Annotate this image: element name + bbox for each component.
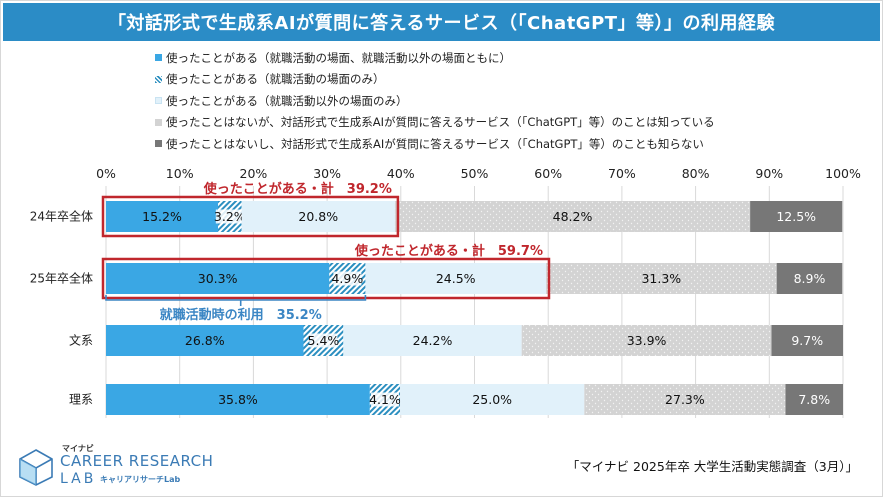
bar-segment [106, 325, 304, 356]
x-tick-label: 30% [313, 166, 341, 181]
brand-logo: マイナビ CAREER RESEARCH LAB キャリアリサーチLab [16, 443, 216, 493]
data-label-bg [309, 333, 338, 348]
data-label: 15.2% [142, 209, 182, 224]
legend-item-0: 使ったことがある（就職活動の場面、就職活動以外の場面ともに） [155, 47, 715, 69]
x-tick-label: 80% [682, 166, 710, 181]
data-label-bg [370, 392, 399, 407]
data-label: 33.9% [627, 333, 667, 348]
legend-item-3: 使ったことはないが、対話形式で生成系AIが質問に答えるサービス（「ChatGPT… [155, 112, 715, 134]
data-label: 48.2% [553, 209, 593, 224]
logo-small-text: マイナビ [62, 444, 94, 453]
bar-segment [771, 325, 843, 356]
logo-main-text: CAREER RESEARCH [60, 452, 214, 470]
legend-label-1: 使ったことがある（就職活動の場面のみ） [166, 72, 385, 87]
data-label: 7.8% [798, 392, 830, 407]
bar-segment [545, 263, 777, 294]
data-label: 31.3% [641, 271, 681, 286]
legend-item-1: 使ったことがある（就職活動の場面のみ） [155, 69, 715, 91]
legend-swatch-1 [155, 75, 162, 83]
chart-title: 「対話形式で生成系AIが質問に答えるサービス（「ChatGPT」等）」の利用経験 [107, 13, 776, 34]
source-note: 「マイナビ 2025年卒 大学生活動実態調査（3月）」 [566, 459, 858, 474]
bar-segment [521, 325, 772, 356]
bar-segment [394, 201, 751, 232]
bracket-label: 就職活動時の利用 35.2% [160, 307, 322, 323]
category-label: 25年卒全体 [30, 271, 93, 286]
bar-segment [106, 201, 219, 232]
bar-segment [785, 384, 843, 415]
x-tick-label: 70% [608, 166, 636, 181]
logo-lab-text: LAB [60, 471, 97, 487]
x-tick-label: 100% [825, 166, 861, 181]
highlight-box [101, 195, 400, 238]
category-label: 文系 [69, 333, 93, 348]
legend-item-4: 使ったことはないし、対話形式で生成系AIが質問に答えるサービス（「ChatGPT… [155, 133, 715, 155]
x-tick-label: 90% [755, 166, 783, 181]
legend-label-0: 使ったことがある（就職活動の場面、就職活動以外の場面ともに） [166, 50, 511, 65]
data-label: 3.2% [214, 209, 246, 224]
x-tick-label: 0% [96, 166, 116, 181]
legend: 使ったことがある（就職活動の場面、就職活動以外の場面ともに） 使ったことがある（… [155, 47, 715, 155]
bracket [105, 295, 367, 301]
bar-segment [343, 325, 522, 356]
data-label: 35.8% [218, 392, 258, 407]
highlight-label: 使ったことがある・計 59.7% [354, 243, 543, 259]
data-label: 12.5% [776, 209, 816, 224]
bar-segment [241, 201, 395, 232]
bar-segment [584, 384, 786, 415]
data-label-bg [215, 209, 244, 224]
x-tick-label: 20% [240, 166, 268, 181]
data-label-bg [333, 271, 362, 286]
x-tick-label: 50% [461, 166, 489, 181]
bar-segment [750, 201, 843, 232]
x-tick-label: 40% [387, 166, 415, 181]
bar-segment [106, 263, 330, 294]
highlight-box [101, 257, 551, 300]
data-label: 20.8% [298, 209, 338, 224]
legend-swatch-3 [155, 118, 162, 126]
bar-segment [106, 384, 370, 415]
x-tick-label: 10% [166, 166, 194, 181]
category-label: 理系 [69, 393, 93, 407]
title-bar: 「対話形式で生成系AIが質問に答えるサービス（「ChatGPT」等）」の利用経験 [3, 3, 880, 41]
data-label: 26.8% [185, 333, 225, 348]
legend-swatch-4 [155, 140, 162, 148]
highlight-label: 使ったことがある・計 39.2% [203, 181, 392, 197]
legend-swatch-0 [155, 54, 162, 62]
legend-label-4: 使ったことはないし、対話形式で生成系AIが質問に答えるサービス（「ChatGPT… [166, 136, 704, 151]
legend-label-3: 使ったことはないが、対話形式で生成系AIが質問に答えるサービス（「ChatGPT… [166, 115, 715, 130]
legend-swatch-2 [155, 97, 162, 105]
legend-item-2: 使ったことがある（就職活動以外の場面のみ） [155, 90, 715, 112]
data-label: 30.3% [198, 271, 238, 286]
data-label: 8.9% [794, 271, 826, 286]
x-tick-label: 60% [534, 166, 562, 181]
annotations: 使ったことがある・計 39.2% 使ったことがある・計 59.7% 就職活動時の利用… [101, 181, 551, 323]
data-label: 25.0% [472, 392, 512, 407]
category-label: 24年卒全体 [30, 209, 93, 224]
bar-segment [365, 263, 546, 294]
data-label: 24.5% [436, 271, 476, 286]
cube-icon [19, 449, 53, 486]
data-label: 4.9% [331, 271, 363, 286]
data-label: 24.2% [413, 333, 453, 348]
bar-segment [776, 263, 843, 294]
data-label: 4.1% [369, 392, 401, 407]
data-label: 27.3% [665, 392, 705, 407]
data-label: 9.7% [791, 333, 823, 348]
bar-segment [400, 384, 585, 415]
bars: 24年卒全体 15.2% 3.2% 20.8% 48.2% 12.5% 25年卒全体 30.3… [30, 201, 843, 415]
data-label: 5.4% [308, 333, 340, 348]
logo-sub-text: キャリアリサーチLab [100, 475, 181, 484]
legend-label-2: 使ったことがある（就職活動以外の場面のみ） [166, 93, 408, 108]
